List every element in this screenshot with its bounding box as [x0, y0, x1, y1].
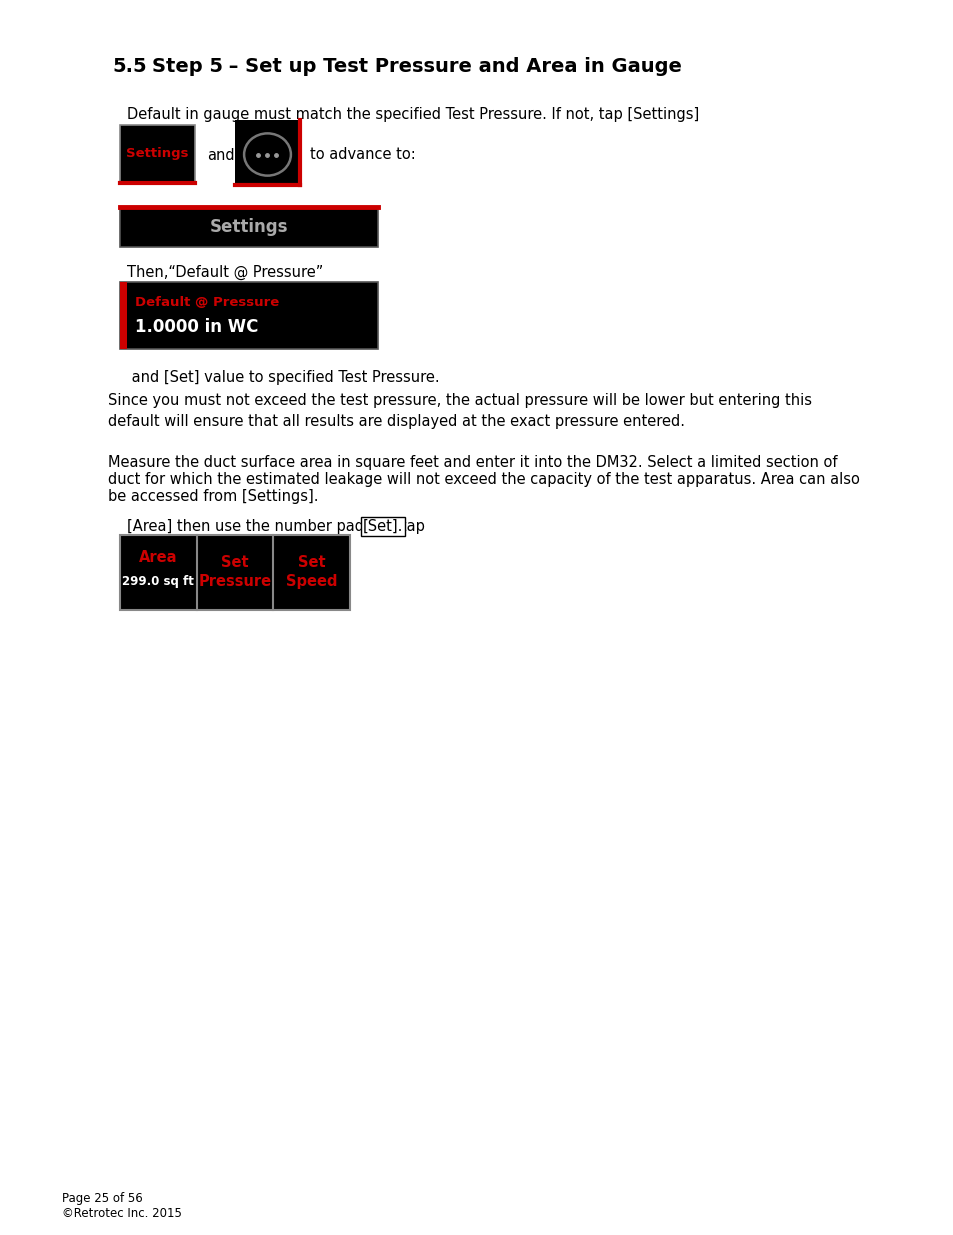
Text: Default in gauge must match the specified Test Pressure. If not, tap [Settings]: Default in gauge must match the specifie…	[127, 107, 699, 122]
Text: 1.0000 in WC: 1.0000 in WC	[135, 317, 258, 336]
Text: be accessed from [Settings].: be accessed from [Settings].	[108, 489, 318, 504]
Text: [Set].: [Set].	[362, 519, 403, 534]
Text: Page 25 of 56: Page 25 of 56	[62, 1192, 143, 1205]
Text: Then,“Default @ Pressure”: Then,“Default @ Pressure”	[127, 266, 323, 280]
Text: Step 5: Step 5	[152, 57, 223, 77]
Text: Settings: Settings	[210, 219, 288, 236]
Text: Since you must not exceed the test pressure, the actual pressure will be lower b: Since you must not exceed the test press…	[108, 393, 811, 429]
Text: to advance to:: to advance to:	[310, 147, 416, 162]
Text: ©Retrotec Inc. 2015: ©Retrotec Inc. 2015	[62, 1207, 182, 1220]
Text: [Area] then use the number pad and tap: [Area] then use the number pad and tap	[127, 519, 429, 534]
Text: 5.5: 5.5	[112, 57, 147, 77]
Text: Default @ Pressure: Default @ Pressure	[135, 296, 279, 309]
Text: duct for which the estimated leakage will not exceed the capacity of the test ap: duct for which the estimated leakage wil…	[108, 472, 859, 487]
Text: Set
Speed: Set Speed	[286, 556, 337, 589]
Bar	[120, 207, 377, 247]
Text: Area: Area	[139, 550, 177, 564]
Bar	[120, 282, 377, 350]
Text: – Set up Test Pressure and Area in Gauge: – Set up Test Pressure and Area in Gauge	[222, 57, 681, 77]
Text: Settings: Settings	[126, 147, 189, 161]
Bar	[120, 282, 127, 350]
Text: and [Set] value to specified Test Pressure.: and [Set] value to specified Test Pressu…	[127, 370, 439, 385]
Bar	[120, 535, 350, 610]
Text: 299.0 sq ft: 299.0 sq ft	[122, 576, 194, 589]
Text: Set
Pressure: Set Pressure	[198, 556, 272, 589]
Bar	[120, 125, 194, 183]
Text: and: and	[207, 148, 234, 163]
Bar	[234, 120, 299, 185]
Text: Measure the duct surface area in square feet and enter it into the DM32. Select : Measure the duct surface area in square …	[108, 454, 837, 471]
